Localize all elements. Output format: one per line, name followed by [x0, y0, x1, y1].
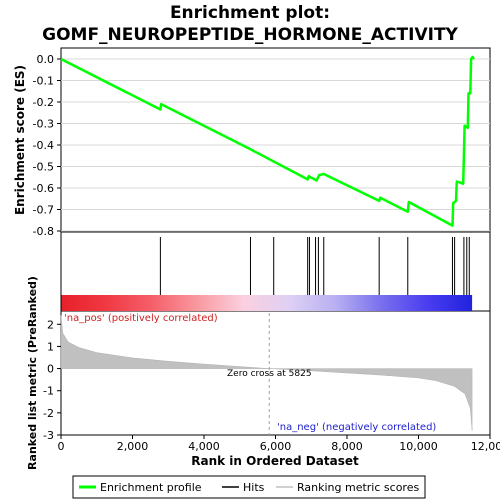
es-y-tick-label: -0.5 — [33, 161, 54, 174]
x-axis: 0 2,000 4,000 6,000 8,000 10,000 12,000 — [58, 435, 500, 453]
hits-marks — [159, 237, 470, 295]
metric-y-tick-label: 2 — [47, 318, 54, 331]
es-y-tick-label: -0.3 — [33, 118, 54, 131]
legend-enrichment-label: Enrichment profile — [100, 481, 202, 494]
es-y-tick-label: -0.1 — [33, 75, 54, 88]
legend-hits-label: Hits — [243, 481, 265, 494]
es-y-tick-label: -0.8 — [33, 225, 54, 238]
es-y-tick-label: -0.6 — [33, 182, 54, 195]
ranking-metric-area — [60, 315, 473, 431]
es-y-tick-label: 0.0 — [37, 53, 55, 66]
es-y-tick-label: -0.7 — [33, 204, 54, 217]
x-tick-label: 2,000 — [117, 440, 149, 453]
legend: Enrichment profile Hits Ranking metric s… — [72, 475, 426, 499]
x-tick-label: 8,000 — [331, 440, 363, 453]
metric-panel: 2 1 0 -1 -2 -3 — [43, 313, 473, 442]
ranking-heatmap-bar — [61, 295, 473, 311]
metric-y-tick-label: 0 — [47, 363, 54, 376]
legend-metric-label: Ranking metric scores — [297, 481, 419, 494]
x-axis-label: Rank in Ordered Dataset — [191, 454, 359, 468]
title-line2: GOMF_NEUROPEPTIDE_HORMONE_ACTIVITY — [42, 25, 458, 45]
es-grid — [61, 58, 490, 232]
pos-correlated-label: 'na_pos' (positively correlated) — [64, 313, 218, 324]
es-panel: 0.0 -0.1 -0.2 -0.3 -0.4 -0.5 -0.6 -0.7 -0.8 — [33, 53, 490, 238]
metric-y-axis-label: Ranked list metric (PreRanked) — [26, 276, 39, 470]
es-y-axis: 0.0 -0.1 -0.2 -0.3 -0.4 -0.5 -0.6 -0.7 -0.8 — [33, 53, 61, 238]
metric-y-tick-label: -2 — [43, 407, 54, 420]
enrichment-profile-line — [60, 55, 475, 227]
es-y-tick-label: -0.2 — [33, 96, 54, 109]
x-tick-label: 6,000 — [260, 440, 292, 453]
x-tick-label: 12,000 — [471, 440, 500, 453]
es-y-axis-label: Enrichment score (ES) — [13, 65, 27, 215]
x-tick-label: 0 — [58, 440, 65, 453]
x-tick-label: 4,000 — [188, 440, 220, 453]
es-panel-frame — [60, 47, 491, 233]
neg-correlated-label: 'na_neg' (negatively correlated) — [277, 422, 436, 433]
metric-y-tick-label: -3 — [43, 429, 54, 442]
es-y-tick-label: -0.4 — [33, 139, 54, 152]
zero-cross-label: Zero cross at 5825 — [227, 369, 312, 379]
title-line1: Enrichment plot: — [170, 3, 330, 23]
metric-y-tick-label: 1 — [47, 340, 54, 353]
x-tick-label: 10,000 — [399, 440, 438, 453]
metric-y-axis: 2 1 0 -1 -2 -3 — [43, 318, 61, 442]
metric-y-tick-label: -1 — [43, 385, 54, 398]
legend-box — [72, 475, 426, 499]
